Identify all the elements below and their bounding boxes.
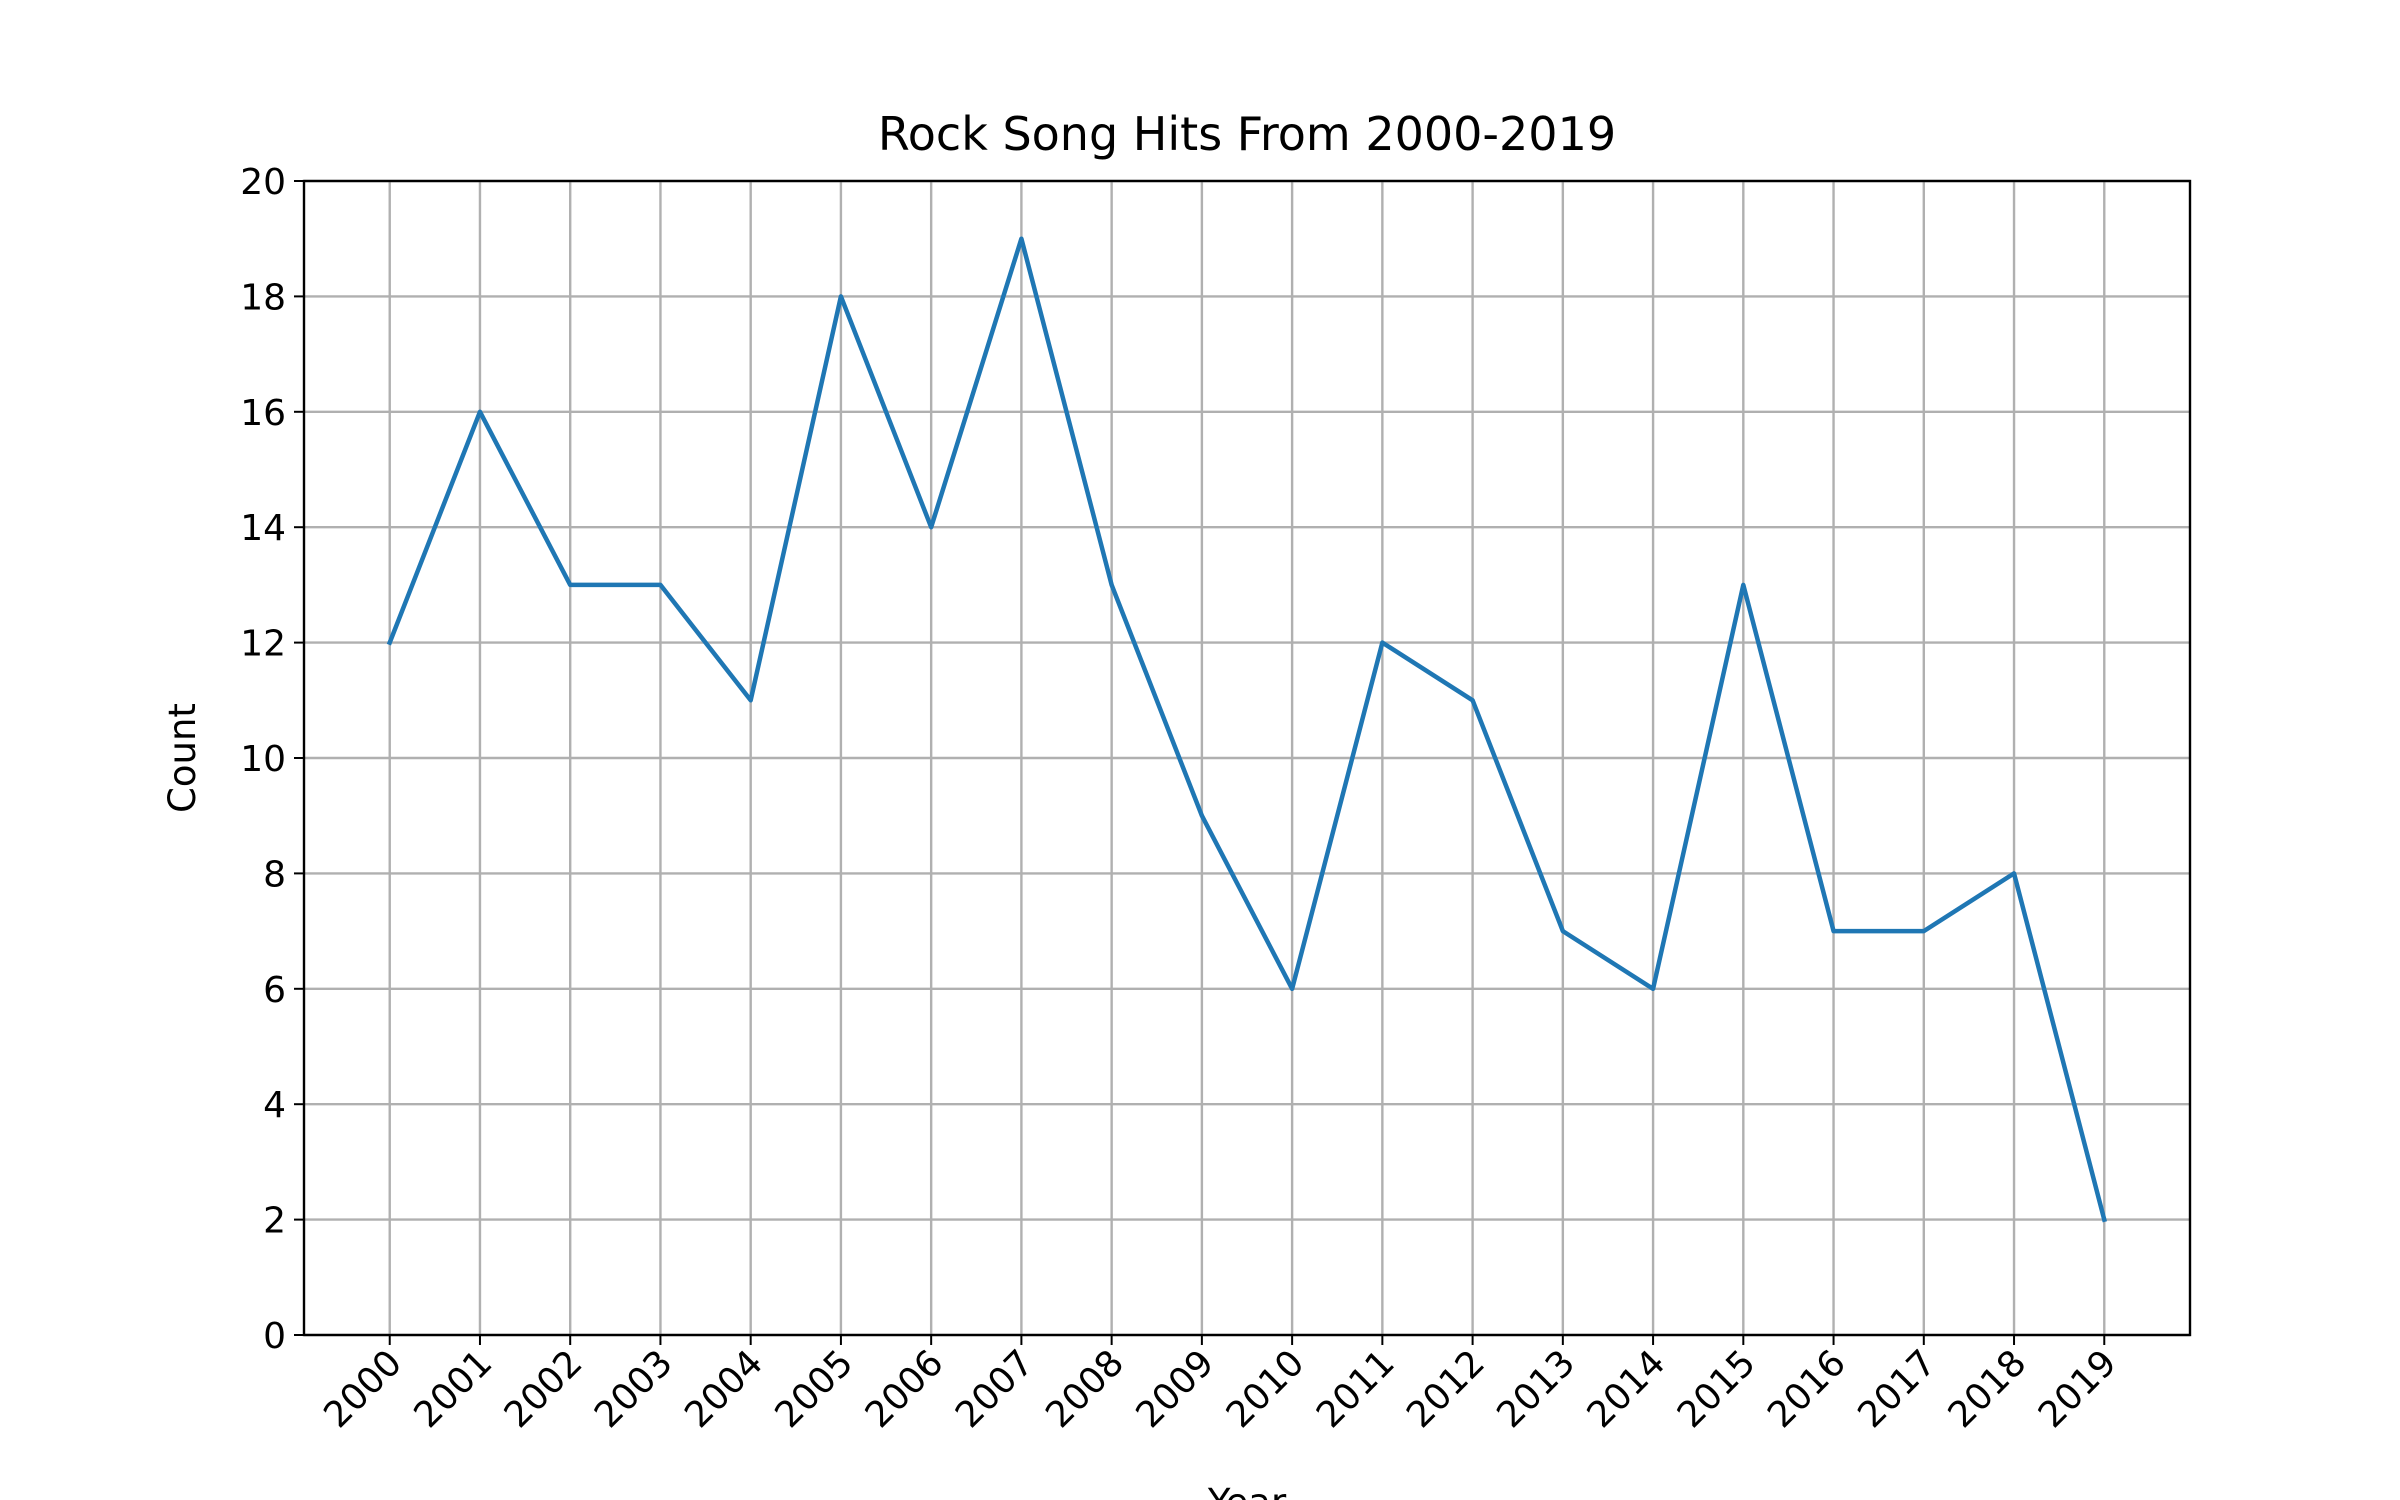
y-tick-label: 2 (263, 1201, 286, 1242)
y-tick-label: 16 (240, 393, 286, 434)
x-axis-label: Year (1207, 1481, 1287, 1500)
y-tick-label: 8 (263, 854, 286, 895)
y-tick-label: 20 (240, 162, 286, 203)
y-tick-label: 10 (240, 739, 286, 780)
y-tick-label: 4 (263, 1085, 286, 1126)
y-tick-label: 14 (240, 508, 286, 549)
data-line (386, 236, 2108, 1223)
y-tick-label: 12 (240, 624, 286, 665)
chart-title: Rock Song Hits From 2000-2019 (878, 107, 1616, 161)
y-tick-label: 0 (263, 1316, 286, 1357)
y-tick-label: 18 (240, 277, 286, 318)
plot-layer (386, 236, 2108, 1223)
y-axis-label: Count (161, 703, 204, 813)
y-tick-label: 6 (263, 970, 286, 1011)
